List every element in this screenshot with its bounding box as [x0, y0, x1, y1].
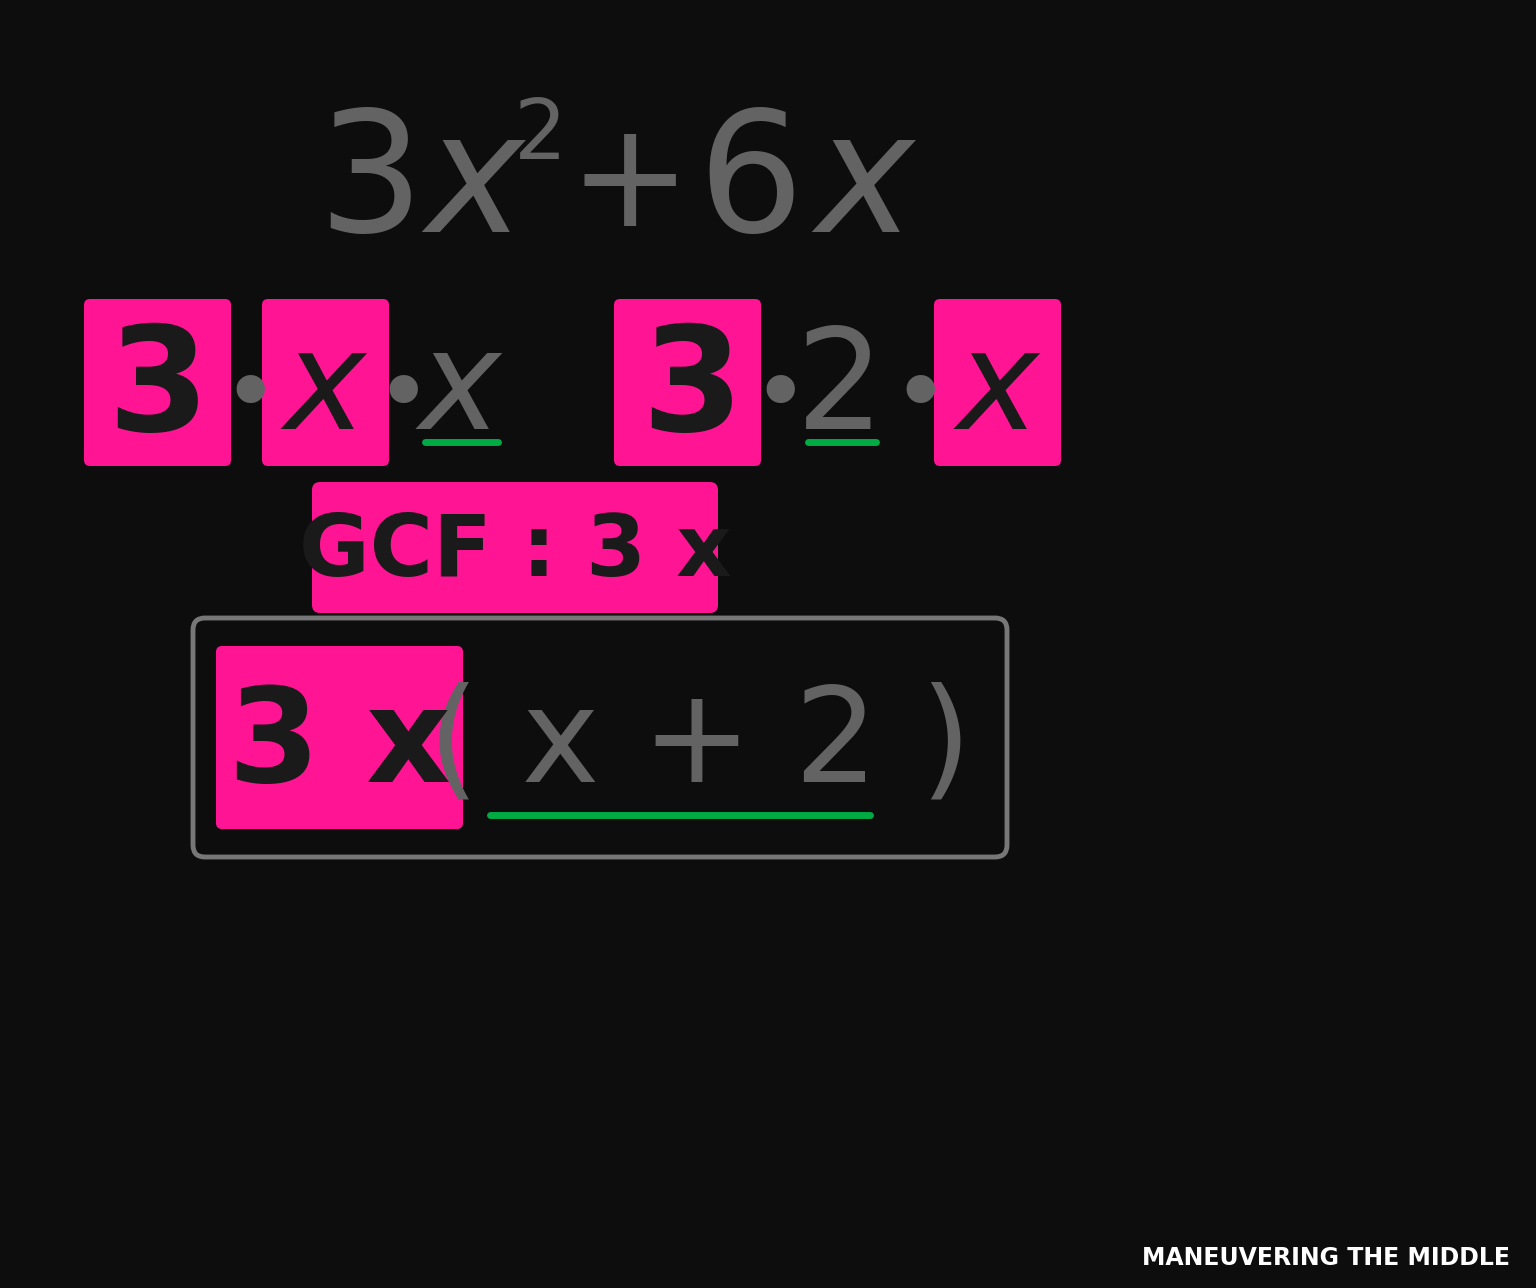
Text: 3 x: 3 x: [227, 681, 452, 809]
Text: •: •: [221, 352, 278, 444]
FancyBboxPatch shape: [84, 299, 230, 466]
Text: 3: 3: [641, 319, 743, 461]
Text: x: x: [284, 322, 366, 457]
Text: 6: 6: [697, 103, 803, 267]
Text: •: •: [375, 352, 432, 444]
Text: x: x: [816, 103, 914, 267]
Text: x: x: [957, 322, 1038, 457]
Text: •: •: [751, 352, 809, 444]
Text: 3: 3: [108, 319, 209, 461]
FancyBboxPatch shape: [217, 647, 462, 829]
Text: x: x: [425, 103, 524, 267]
Text: MANEUVERING THE MIDDLE: MANEUVERING THE MIDDLE: [1141, 1245, 1510, 1270]
FancyBboxPatch shape: [263, 299, 389, 466]
Text: •: •: [891, 352, 949, 444]
FancyBboxPatch shape: [194, 618, 1008, 857]
Text: 2: 2: [513, 94, 567, 175]
Text: x: x: [419, 322, 501, 457]
FancyBboxPatch shape: [312, 482, 717, 613]
FancyBboxPatch shape: [934, 299, 1061, 466]
Text: GCF : 3 x: GCF : 3 x: [298, 510, 731, 594]
Text: 2: 2: [796, 322, 885, 457]
Text: ( x + 2 ): ( x + 2 ): [429, 681, 972, 809]
Text: +: +: [568, 115, 691, 255]
FancyBboxPatch shape: [614, 299, 760, 466]
Text: 3: 3: [316, 103, 422, 267]
